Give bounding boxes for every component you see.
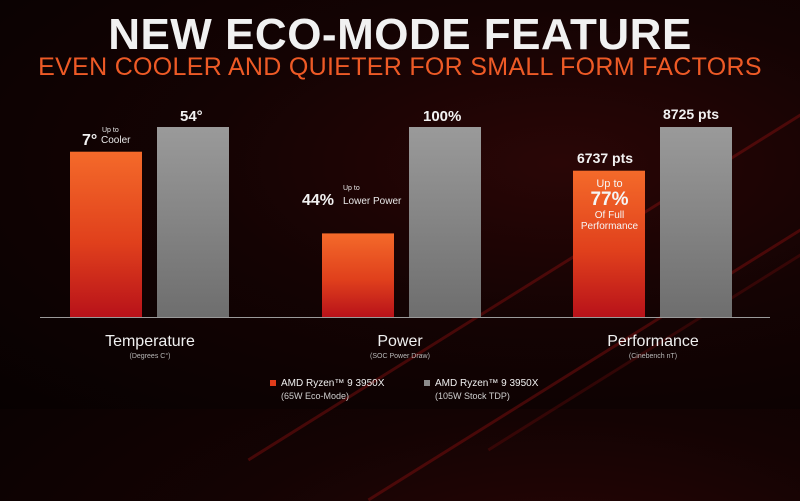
legend-label-stock-line1: AMD Ryzen™ 9 3950X — [435, 378, 539, 389]
temp-stock-value: 54° — [180, 108, 203, 125]
category-label-performance: Performance — [607, 333, 699, 350]
legend-item-eco: AMD Ryzen™ 9 3950X (65W Eco-Mode) — [270, 377, 384, 403]
legend-label-eco-line1: AMD Ryzen™ 9 3950X — [281, 378, 385, 389]
slide-subtitle: EVEN COOLER AND QUIETER FOR SMALL FORM F… — [38, 53, 762, 81]
bar-performance-eco — [573, 170, 645, 317]
slide-title: NEW ECO-MODE FEATURE — [108, 10, 692, 59]
bar-power-eco — [322, 233, 394, 317]
temp-eco-value: 7° — [82, 132, 98, 149]
bar-performance-stock — [660, 127, 732, 317]
temp-eco-suffix: Cooler — [101, 135, 131, 146]
category-label-power: Power — [377, 333, 423, 350]
power-eco-suffix: Lower Power — [343, 196, 402, 207]
temp-eco-prefix: Up to — [102, 127, 119, 134]
power-stock-value: 100% — [423, 108, 462, 125]
bar-power-stock — [409, 127, 481, 317]
power-eco-value: 44% — [302, 192, 335, 209]
legend-swatch-stock — [424, 380, 430, 387]
legend-label-eco-line2: (65W Eco-Mode) — [281, 391, 350, 401]
perf-note-line2: Performance — [580, 221, 639, 232]
category-label-temperature: Temperature — [105, 333, 195, 350]
bar-temperature-eco — [70, 151, 142, 317]
legend-item-stock: AMD Ryzen™ 9 3950X (105W Stock TDP) — [424, 377, 538, 403]
perf-note-value: 77% — [590, 189, 629, 210]
category-note-power: (SOC Power Draw) — [370, 353, 430, 360]
perf-note-line1: Of Full — [594, 210, 625, 221]
category-note-temperature: (Degrees C°) — [129, 353, 171, 360]
bar-temperature-stock — [157, 127, 229, 317]
perf-note-prefix: Up to — [596, 178, 623, 190]
legend-swatch-eco — [270, 380, 276, 387]
perf-stock-value: 8725 pts — [663, 106, 720, 122]
power-eco-prefix: Up to — [343, 185, 360, 192]
perf-eco-value: 6737 pts — [577, 150, 634, 166]
bar-chart — [40, 127, 770, 318]
category-note-performance: (Cinebench nT) — [628, 353, 678, 360]
perf-note: Up to 77% Of Full Performance — [573, 178, 646, 232]
legend-label-stock-line2: (105W Stock TDP) — [435, 391, 510, 401]
